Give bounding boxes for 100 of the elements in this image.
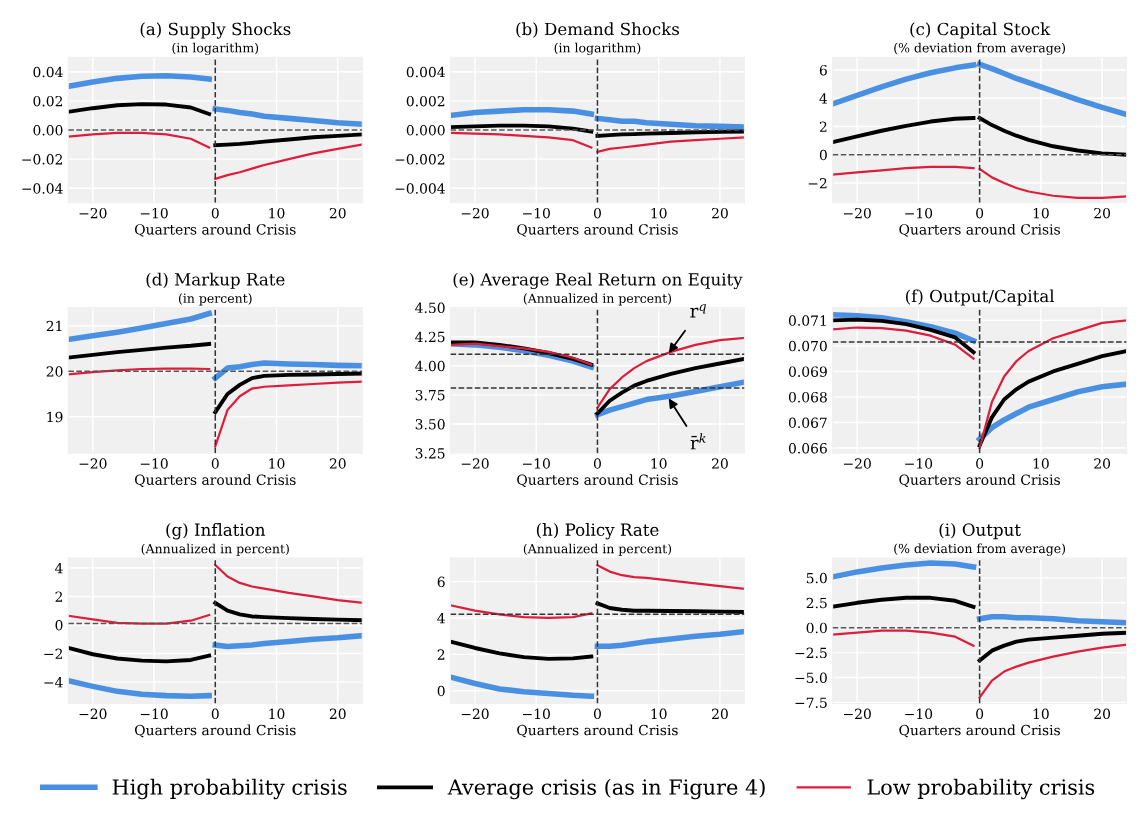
x-tick-label: −20 xyxy=(79,458,107,469)
y-tick-label: 3.25 xyxy=(415,448,445,459)
chart-title: (c) Capital Stock xyxy=(910,22,1051,39)
x-tick-label: −10 xyxy=(523,458,550,469)
x-tick-label: 20 xyxy=(1094,207,1111,219)
x-tick-label: 10 xyxy=(269,207,285,219)
y-tick-label: 0.04 xyxy=(33,66,63,78)
x-axis-title: Quarters around Crisis xyxy=(899,223,1060,237)
x-tick-label: 20 xyxy=(1094,458,1111,469)
y-tick-label: −0.004 xyxy=(395,183,445,194)
x-tick-label: −20 xyxy=(843,207,871,219)
y-tick-label: 2 xyxy=(55,591,63,602)
chart-subtitle: (Annualized in percent) xyxy=(523,293,672,306)
y-tick-label: 2 xyxy=(819,121,827,132)
y-tick-label: 0.02 xyxy=(33,95,63,107)
x-tick-label: −20 xyxy=(461,458,489,469)
chart-title: (h) Policy Rate xyxy=(536,523,659,540)
x-tick-label: 0 xyxy=(593,708,601,720)
y-tick-label: 0.070 xyxy=(788,340,827,352)
x-axis-title: Quarters around Crisis xyxy=(899,474,1060,487)
x-tick-label: 10 xyxy=(651,708,667,720)
x-tick-label: −10 xyxy=(905,207,933,219)
x-axis-title: Quarters around Crisis xyxy=(899,724,1060,738)
x-tick-label: −10 xyxy=(905,458,933,469)
chart-subtitle: (in logarithm) xyxy=(554,42,641,56)
x-axis-title: Quarters around Crisis xyxy=(517,724,678,738)
y-tick-label: 4 xyxy=(437,612,445,624)
x-tick-label: −10 xyxy=(140,207,168,219)
chart-title: (f) Output/Capital xyxy=(905,289,1055,306)
x-tick-label: −10 xyxy=(140,708,168,720)
y-tick-label: 20 xyxy=(46,366,63,377)
y-tick-label: 0.069 xyxy=(788,366,827,377)
x-tick-label: 20 xyxy=(329,458,346,469)
y-tick-label: −2 xyxy=(44,648,63,659)
y-tick-label: −2.5 xyxy=(795,647,827,659)
y-tick-label: 2 xyxy=(437,649,445,660)
chart-subtitle: (% deviation from average) xyxy=(894,543,1066,556)
y-tick-label: 0.004 xyxy=(406,66,445,78)
x-tick-label: 0 xyxy=(976,458,984,469)
x-tick-label: −10 xyxy=(905,708,933,720)
x-tick-label: −10 xyxy=(523,207,550,219)
x-tick-label: 10 xyxy=(651,458,667,469)
x-tick-label: −20 xyxy=(461,708,489,720)
y-tick-label: 0.067 xyxy=(788,417,827,428)
x-tick-label: 20 xyxy=(712,708,728,720)
x-tick-label: 0 xyxy=(976,207,984,219)
x-tick-label: 10 xyxy=(269,708,285,720)
x-tick-label: 20 xyxy=(712,207,728,219)
x-axis-title: Quarters around Crisis xyxy=(517,223,678,237)
annotation: r$^{q}$ xyxy=(690,304,706,318)
y-tick-label: −4 xyxy=(44,677,63,688)
x-tick-label: 0 xyxy=(211,708,219,720)
y-tick-label: 6 xyxy=(437,576,445,588)
y-tick-label: −0.002 xyxy=(395,154,445,165)
x-tick-label: −10 xyxy=(523,708,550,720)
y-tick-label: 0.000 xyxy=(406,125,445,136)
y-tick-label: 0.002 xyxy=(406,95,445,107)
y-tick-label: 0.00 xyxy=(33,125,63,136)
x-axis-title: Quarters around Crisis xyxy=(134,474,296,487)
x-tick-label: 0 xyxy=(593,207,601,219)
x-tick-label: 20 xyxy=(1094,708,1111,720)
y-tick-label: −5.0 xyxy=(795,672,827,684)
y-tick-label: −7.5 xyxy=(795,697,827,708)
annotation: r̄$^{k}$ xyxy=(690,433,706,450)
x-tick-label: −20 xyxy=(461,207,489,219)
x-axis-title: Quarters around Crisis xyxy=(134,724,296,738)
chart-title: (b) Demand Shocks xyxy=(516,22,679,38)
x-tick-label: 10 xyxy=(1033,207,1049,219)
x-tick-label: 0 xyxy=(976,708,984,720)
y-tick-label: −0.02 xyxy=(22,154,63,165)
y-tick-label: 4 xyxy=(55,562,63,574)
chart-title: (a) Supply Shocks xyxy=(140,22,291,39)
chart-title: (i) Output xyxy=(939,523,1021,540)
x-axis-title: Quarters around Crisis xyxy=(517,474,678,487)
x-tick-label: 10 xyxy=(651,207,667,219)
y-tick-label: 3.50 xyxy=(415,419,445,430)
y-tick-label: 0.0 xyxy=(806,622,827,634)
y-tick-label: 0.068 xyxy=(788,391,827,403)
y-tick-label: −0.04 xyxy=(22,183,63,194)
y-tick-label: −2 xyxy=(808,177,827,189)
x-tick-label: −20 xyxy=(843,708,871,720)
y-tick-label: 0.071 xyxy=(788,315,826,326)
y-tick-label: 6 xyxy=(819,64,827,76)
y-tick-label: 21 xyxy=(46,320,62,332)
x-tick-label: 10 xyxy=(1033,708,1049,720)
x-tick-label: 0 xyxy=(593,458,601,469)
chart-title: (d) Markup Rate xyxy=(146,272,285,289)
y-tick-label: 4.00 xyxy=(415,360,445,372)
x-tick-label: 20 xyxy=(329,207,346,219)
y-tick-label: 4.25 xyxy=(415,331,445,343)
x-tick-label: −20 xyxy=(79,708,107,720)
y-tick-label: 3.75 xyxy=(415,389,445,401)
x-tick-label: −10 xyxy=(140,458,168,469)
legend-label: High probability crisis xyxy=(112,778,347,800)
x-tick-label: 20 xyxy=(712,458,728,469)
chart-subtitle: (in logarithm) xyxy=(172,42,259,56)
y-tick-label: 5.0 xyxy=(806,572,827,584)
x-tick-label: −20 xyxy=(79,207,107,219)
chart-subtitle: (in percent) xyxy=(178,293,252,306)
x-tick-label: 10 xyxy=(269,458,285,469)
